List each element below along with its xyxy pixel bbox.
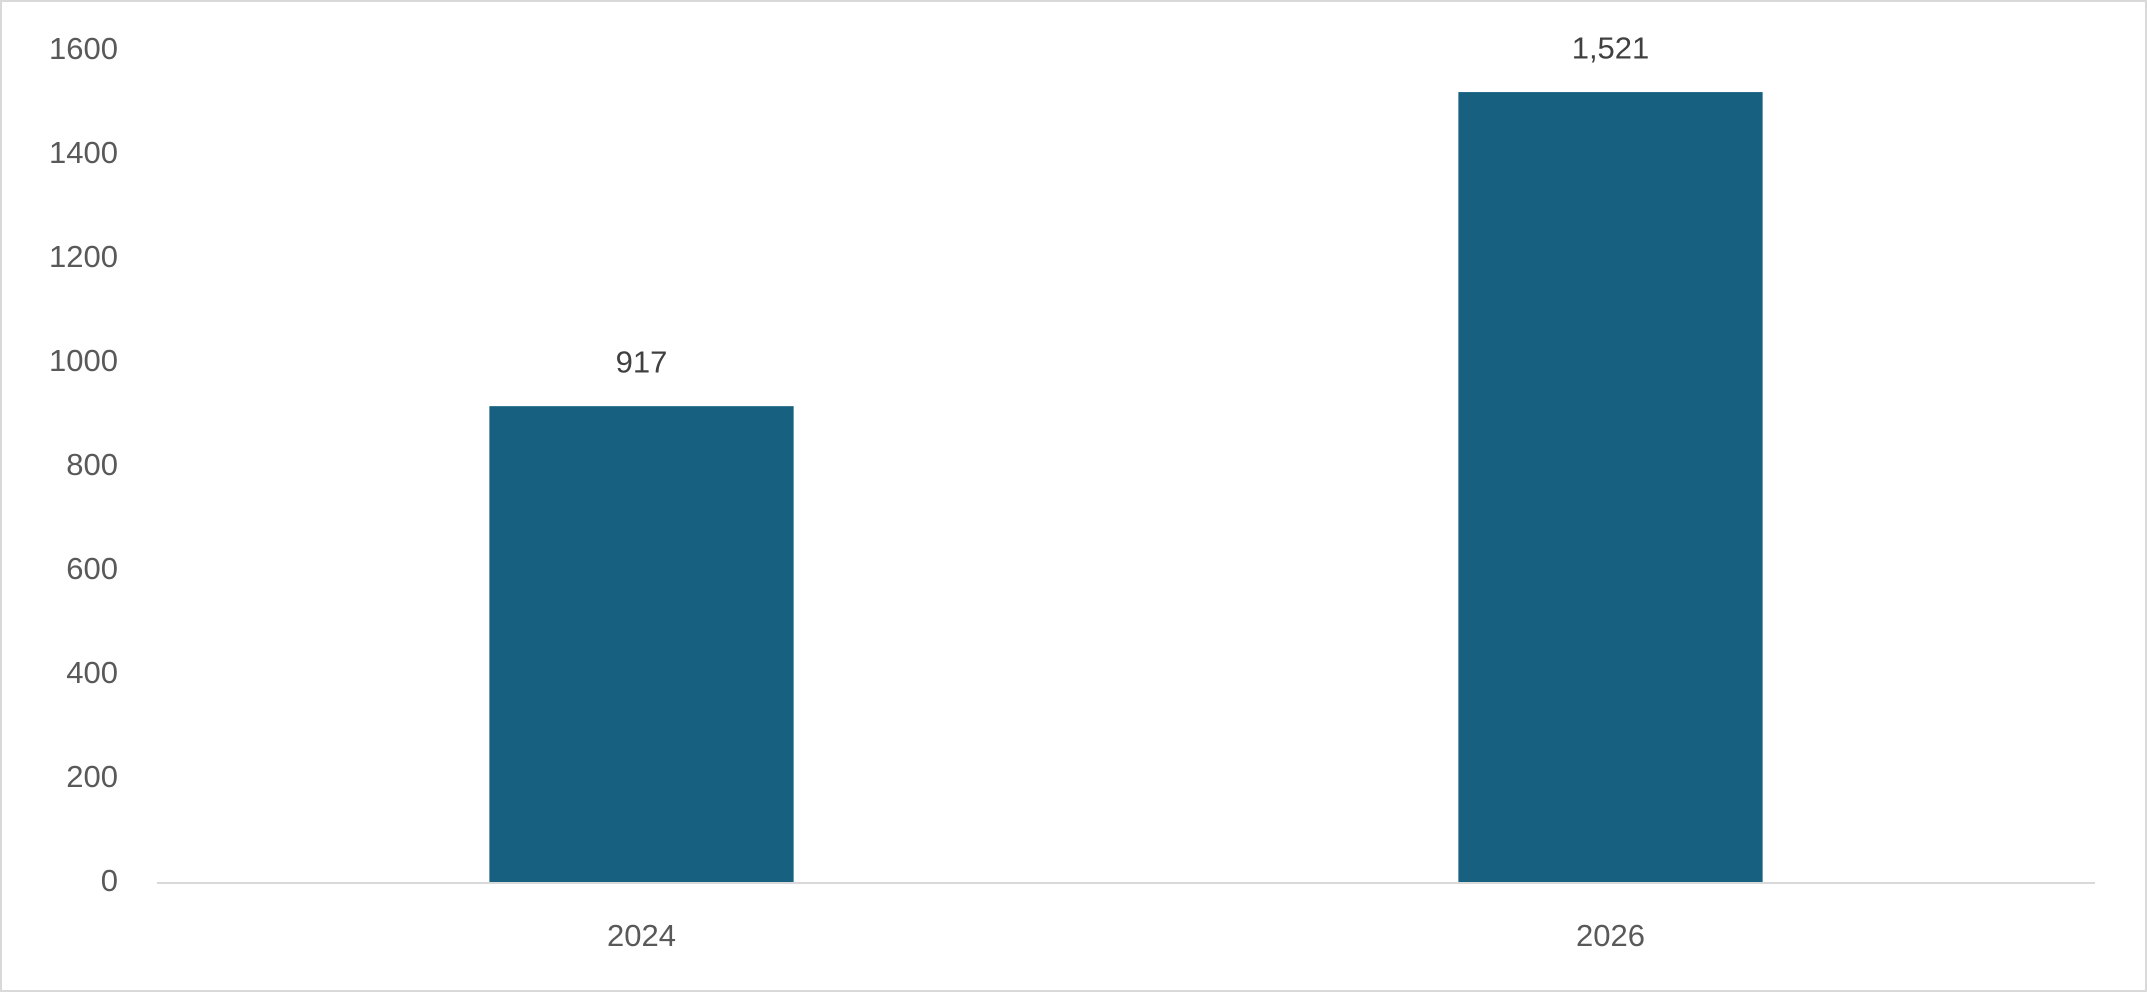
y-tick-label: 1600: [49, 31, 118, 66]
y-tick-label: 0: [101, 863, 118, 898]
value-label: 1,521: [1572, 30, 1650, 65]
y-tick-label: 600: [66, 551, 118, 586]
y-tick-label: 1400: [49, 135, 118, 170]
value-label: 917: [616, 344, 668, 379]
bar: [1458, 92, 1763, 883]
y-tick-label: 1000: [49, 343, 118, 378]
y-tick-label: 800: [66, 447, 118, 482]
x-tick-label: 2026: [1576, 918, 1645, 953]
y-tick-label: 1200: [49, 239, 118, 274]
y-tick-label: 400: [66, 655, 118, 690]
y-tick-label: 200: [66, 759, 118, 794]
x-tick-label: 2024: [607, 918, 676, 953]
bar: [489, 406, 794, 883]
